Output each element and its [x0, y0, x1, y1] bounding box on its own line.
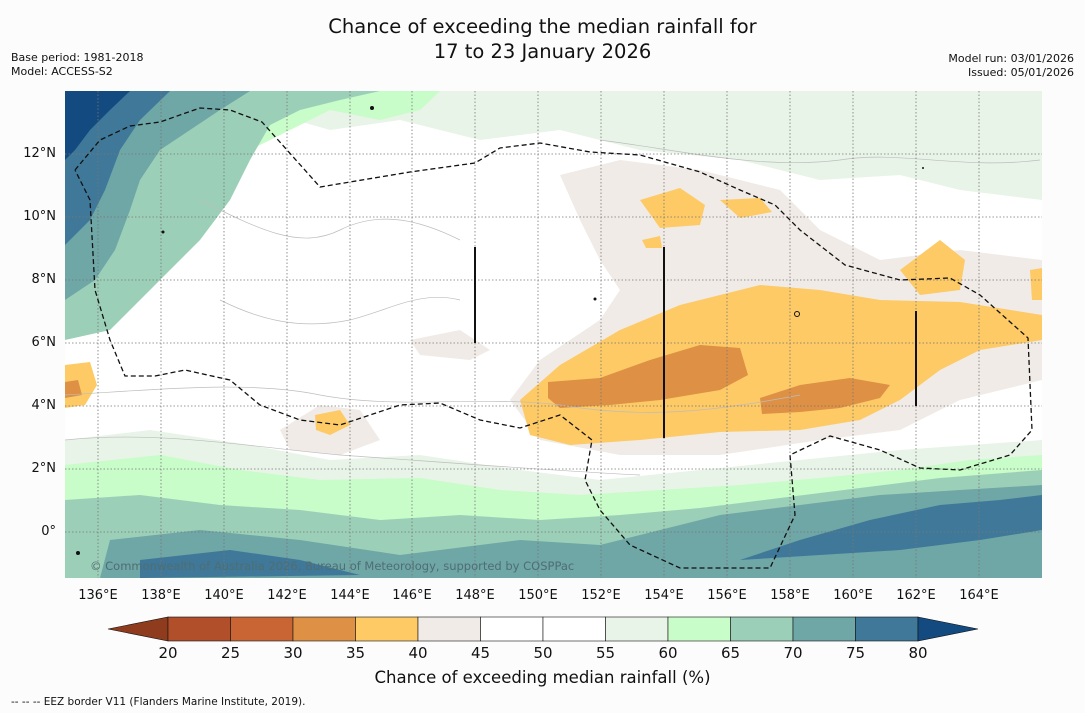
colorbar-tick: 60	[658, 644, 678, 662]
island	[593, 297, 597, 301]
base-period: Base period: 1981-2018	[11, 51, 144, 64]
island	[370, 106, 374, 110]
zone-35-40-west	[315, 410, 350, 435]
lon-label: 136°E	[78, 588, 118, 603]
model-run: Model run: 03/01/2026	[948, 52, 1074, 65]
colorbar-segment-75-80	[855, 616, 919, 642]
colorbar-tick: 65	[720, 644, 741, 662]
lon-label: 150°E	[518, 588, 558, 603]
lat-label: 8°N	[31, 272, 57, 287]
lon-label: 146°E	[392, 588, 432, 603]
island	[76, 551, 80, 555]
colorbar-segment-30-35	[292, 616, 356, 642]
lon-label: 154°E	[644, 588, 684, 603]
lon-label: 158°E	[770, 588, 810, 603]
model-name: Model: ACCESS-S2	[11, 65, 113, 78]
lon-label: 142°E	[267, 588, 307, 603]
lat-label: 6°N	[31, 335, 57, 350]
colorbar-segment-55-60	[605, 616, 669, 642]
lon-label: 164°E	[959, 588, 999, 603]
lat-label: 12°N	[23, 146, 56, 161]
colorbar-segment-below-20	[107, 616, 169, 642]
colorbar	[107, 616, 979, 642]
zone-30-35-east	[760, 378, 890, 414]
zone-35-40-north-2	[720, 198, 772, 218]
gridlines	[65, 91, 1042, 578]
colorbar-tick: 40	[408, 644, 428, 662]
title-line-2: 17 to 23 January 2026	[433, 40, 652, 63]
colorbar-segment-50-55	[542, 616, 606, 642]
contour-line	[599, 139, 1041, 164]
lat-label: 10°N	[23, 209, 56, 224]
lon-label: 162°E	[896, 588, 936, 603]
contour-line	[219, 296, 461, 325]
island	[922, 167, 924, 169]
zone-30-35-west	[548, 345, 748, 408]
colorbar-segment-above-80	[917, 616, 979, 642]
colorbar-tick: 70	[783, 644, 803, 662]
lon-label: 140°E	[204, 588, 244, 603]
contour-line	[65, 436, 641, 476]
colorbar-tick: 20	[158, 644, 178, 662]
lat-label: 2°N	[31, 461, 57, 476]
meta-right: Model run: 03/01/2026 Issued: 05/01/2026	[948, 52, 1074, 80]
colorbar-segment-60-65	[667, 616, 731, 642]
colorbar-tick: 80	[908, 644, 928, 662]
meta-left: Base period: 1981-2018 Model: ACCESS-S2	[11, 51, 143, 79]
colorbar-tick: 30	[283, 644, 303, 662]
colorbar-tick: 25	[220, 644, 241, 662]
zone-35-40-far-east	[1030, 268, 1042, 300]
copyright-notice: © Commonwealth of Australia 2026, Bureau…	[90, 559, 575, 573]
zone-35-40-main	[520, 285, 1042, 445]
contour-line	[199, 199, 461, 241]
footnote: -- -- -- EEZ border V11 (Flanders Marine…	[11, 696, 306, 708]
island	[794, 311, 800, 317]
chart-title: Chance of exceeding the median rainfall …	[0, 14, 1085, 64]
map-area	[65, 91, 1042, 578]
colorbar-tick: 45	[470, 644, 491, 662]
colorbar-segment-35-40	[355, 616, 419, 642]
colorbar-segment-20-25	[167, 616, 231, 642]
title-line-1: Chance of exceeding the median rainfall …	[328, 15, 757, 38]
eez-borders	[74, 107, 1033, 569]
lon-label: 148°E	[455, 588, 495, 603]
colorbar-segment-70-75	[792, 616, 856, 642]
colorbar-tick: 50	[533, 644, 553, 662]
lon-label: 144°E	[330, 588, 370, 603]
lon-label: 160°E	[833, 588, 873, 603]
lat-label: 4°N	[31, 398, 57, 413]
colorbar-tick: 35	[345, 644, 366, 662]
region-boundaries	[474, 247, 917, 438]
colorbar-tick: 75	[845, 644, 866, 662]
zone-75-80-southeast	[740, 495, 1042, 560]
zone-35-40-small-1	[642, 236, 662, 248]
colorbar-segment-25-30	[230, 616, 294, 642]
lon-label: 152°E	[581, 588, 621, 603]
issued-date: Issued: 05/01/2026	[967, 66, 1074, 79]
colorbar-title: Chance of exceeding median rainfall (%)	[374, 668, 711, 687]
lon-label: 138°E	[141, 588, 181, 603]
zone-35-40-north-1	[640, 188, 705, 228]
zone-75-80-south	[140, 550, 360, 578]
colorbar-segment-45-50	[480, 616, 544, 642]
zone-40-45-mid	[410, 330, 490, 360]
lon-label: 156°E	[707, 588, 747, 603]
eez-border-palau-fsm-north	[74, 107, 1033, 569]
colorbar-segment-40-45	[417, 616, 481, 642]
zone-30-35-far-west	[65, 380, 82, 398]
contour-line	[65, 386, 801, 413]
islands	[76, 106, 924, 555]
zone-55-60-north	[180, 91, 1042, 200]
island	[161, 230, 165, 234]
zone-75-80-north	[65, 91, 170, 245]
colorbar-segment-65-70	[730, 616, 794, 642]
contour-lines	[65, 139, 1041, 476]
colorbar-tick: 55	[595, 644, 616, 662]
lat-label: 0°	[41, 524, 56, 539]
zone-above-80	[65, 91, 130, 160]
